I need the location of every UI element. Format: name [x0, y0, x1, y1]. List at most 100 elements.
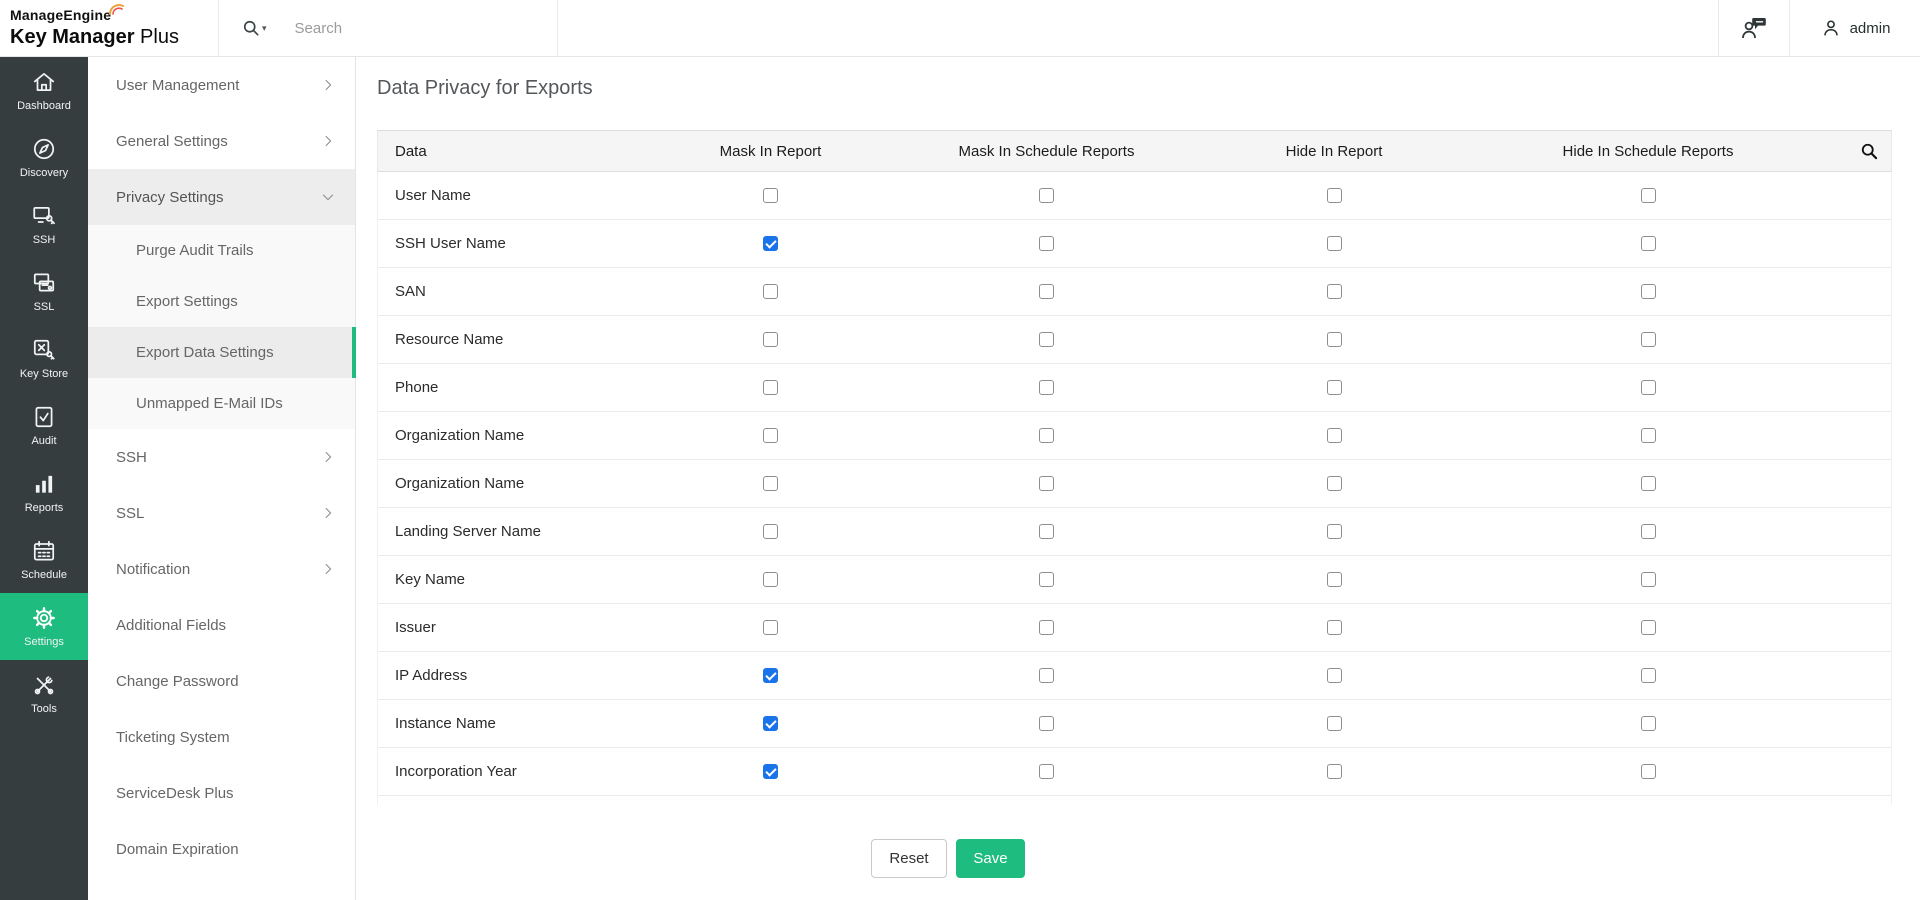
checkbox-mask-in-report[interactable] — [763, 572, 778, 587]
sidebar-item-label: Tools — [31, 703, 57, 715]
settings-menu-item-ssh[interactable]: SSH — [88, 429, 355, 485]
global-search: ▾ — [219, 0, 557, 56]
sidebar-item-key-store[interactable]: Key Store — [0, 325, 88, 392]
settings-menu-item-notification[interactable]: Notification — [88, 541, 355, 597]
checkbox-hide-in-report[interactable] — [1326, 188, 1342, 203]
checkbox-hide-in-report[interactable] — [1326, 764, 1342, 779]
checkbox-mask-in-schedule-reports[interactable] — [1039, 524, 1054, 539]
settings-menu-item-general-settings[interactable]: General Settings — [88, 113, 355, 169]
checkbox-mask-in-report[interactable] — [763, 380, 778, 395]
table-row-san: SAN — [378, 268, 1891, 316]
checkbox-mask-in-schedule-reports[interactable] — [1039, 620, 1054, 635]
settings-menu-item-ticketing-system[interactable]: Ticketing System — [88, 709, 355, 765]
sidebar-item-ssh[interactable]: SSH — [0, 191, 88, 258]
settings-menu-item-change-password[interactable]: Change Password — [88, 653, 355, 709]
cell — [638, 188, 903, 203]
row-label: Incorporation Year — [395, 763, 517, 780]
checkbox-mask-in-schedule-reports[interactable] — [1039, 716, 1054, 731]
checkbox-mask-in-report[interactable] — [763, 332, 778, 347]
settings-menu-item-additional-fields[interactable]: Additional Fields — [88, 597, 355, 653]
sidebar-item-tools[interactable]: Tools — [0, 660, 88, 727]
checkbox-hide-in-schedule-reports[interactable] — [1640, 236, 1656, 251]
checkbox-hide-in-schedule-reports[interactable] — [1640, 716, 1656, 731]
checkbox-mask-in-report[interactable] — [763, 476, 778, 491]
settings-menu-item-ssl[interactable]: SSL — [88, 485, 355, 541]
checkbox-hide-in-schedule-reports[interactable] — [1640, 188, 1656, 203]
checkbox-mask-in-report[interactable] — [763, 236, 778, 251]
sidebar-item-schedule[interactable]: Schedule — [0, 526, 88, 593]
checkbox-hide-in-schedule-reports[interactable] — [1640, 668, 1656, 683]
checkbox-mask-in-schedule-reports[interactable] — [1039, 476, 1054, 491]
checkbox-mask-in-report[interactable] — [763, 188, 778, 203]
checkbox-hide-in-report[interactable] — [1326, 524, 1342, 539]
checkbox-mask-in-schedule-reports[interactable] — [1039, 428, 1054, 443]
cell — [903, 476, 1190, 491]
save-button[interactable]: Save — [956, 839, 1025, 878]
sidebar-item-reports[interactable]: Reports — [0, 459, 88, 526]
checkbox-hide-in-report[interactable] — [1326, 668, 1342, 683]
checkbox-hide-in-schedule-reports[interactable] — [1640, 764, 1656, 779]
checkbox-mask-in-report[interactable] — [763, 764, 778, 779]
cell — [1190, 284, 1478, 299]
checkbox-hide-in-schedule-reports[interactable] — [1640, 620, 1656, 635]
checkbox-mask-in-report[interactable] — [763, 524, 778, 539]
checkbox-mask-in-schedule-reports[interactable] — [1039, 764, 1054, 779]
search-scope-dropdown[interactable]: ▾ — [241, 18, 267, 38]
cell — [1190, 188, 1478, 203]
checkbox-hide-in-schedule-reports[interactable] — [1640, 284, 1656, 299]
checkbox-mask-in-report[interactable] — [763, 428, 778, 443]
checkbox-mask-in-report[interactable] — [763, 668, 778, 683]
key-store-icon — [31, 337, 57, 363]
checkbox-mask-in-report[interactable] — [763, 620, 778, 635]
reset-button[interactable]: Reset — [871, 839, 947, 878]
settings-menu-item-servicedesk-plus[interactable]: ServiceDesk Plus — [88, 765, 355, 821]
checkbox-hide-in-schedule-reports[interactable] — [1640, 524, 1656, 539]
settings-menu-item-purge-audit-trails[interactable]: Purge Audit Trails — [88, 225, 355, 276]
checkbox-hide-in-report[interactable] — [1326, 428, 1342, 443]
settings-menu-item-user-management[interactable]: User Management — [88, 57, 355, 113]
checkbox-mask-in-schedule-reports[interactable] — [1039, 668, 1054, 683]
checkbox-hide-in-schedule-reports[interactable] — [1640, 332, 1656, 347]
admin-user-menu[interactable]: admin — [1790, 0, 1920, 56]
checkbox-hide-in-report[interactable] — [1326, 620, 1342, 635]
checkbox-mask-in-schedule-reports[interactable] — [1039, 332, 1054, 347]
settings-menu-item-export-settings[interactable]: Export Settings — [88, 276, 355, 327]
checkbox-mask-in-schedule-reports[interactable] — [1039, 188, 1054, 203]
sidebar-item-discovery[interactable]: Discovery — [0, 124, 88, 191]
checkbox-hide-in-schedule-reports[interactable] — [1640, 476, 1656, 491]
checkbox-hide-in-report[interactable] — [1326, 332, 1342, 347]
checkbox-mask-in-schedule-reports[interactable] — [1039, 236, 1054, 251]
sidebar-item-ssl[interactable]: SSL — [0, 258, 88, 325]
cell — [903, 188, 1190, 203]
checkbox-hide-in-schedule-reports[interactable] — [1640, 572, 1656, 587]
feedback-button[interactable] — [1719, 0, 1789, 56]
checkbox-mask-in-report[interactable] — [763, 284, 778, 299]
checkbox-hide-in-schedule-reports[interactable] — [1640, 380, 1656, 395]
settings-menu-item-privacy-settings[interactable]: Privacy Settings — [88, 169, 355, 225]
search-input[interactable] — [294, 19, 535, 37]
table-search-button[interactable] — [1818, 141, 1893, 161]
settings-menu-item-export-data-settings[interactable]: Export Data Settings — [88, 327, 356, 378]
checkbox-mask-in-schedule-reports[interactable] — [1039, 572, 1054, 587]
chevron-down-icon: ▾ — [262, 22, 267, 33]
sidebar-item-settings[interactable]: Settings — [0, 593, 88, 660]
cell — [1190, 764, 1478, 779]
checkbox-mask-in-schedule-reports[interactable] — [1039, 284, 1054, 299]
settings-menu-item-unmapped-e-mail-ids[interactable]: Unmapped E-Mail IDs — [88, 378, 355, 429]
checkbox-hide-in-report[interactable] — [1326, 284, 1342, 299]
settings-menu-item-domain-expiration[interactable]: Domain Expiration — [88, 821, 355, 877]
sidebar-item-audit[interactable]: Audit — [0, 392, 88, 459]
checkbox-hide-in-report[interactable] — [1326, 476, 1342, 491]
checkbox-hide-in-report[interactable] — [1326, 380, 1342, 395]
table-row-organization-name: Organization Name — [378, 460, 1891, 508]
checkbox-hide-in-schedule-reports[interactable] — [1640, 428, 1656, 443]
checkbox-hide-in-report[interactable] — [1326, 716, 1342, 731]
checkbox-mask-in-schedule-reports[interactable] — [1039, 380, 1054, 395]
sidebar-item-dashboard[interactable]: Dashboard — [0, 57, 88, 124]
checkbox-hide-in-report[interactable] — [1326, 236, 1342, 251]
menu-item-label: Privacy Settings — [116, 188, 224, 206]
checkbox-hide-in-report[interactable] — [1326, 572, 1342, 587]
app-logo[interactable]: ManageEngine Key Manager Plus — [0, 0, 218, 56]
cell — [638, 284, 903, 299]
checkbox-mask-in-report[interactable] — [763, 716, 778, 731]
